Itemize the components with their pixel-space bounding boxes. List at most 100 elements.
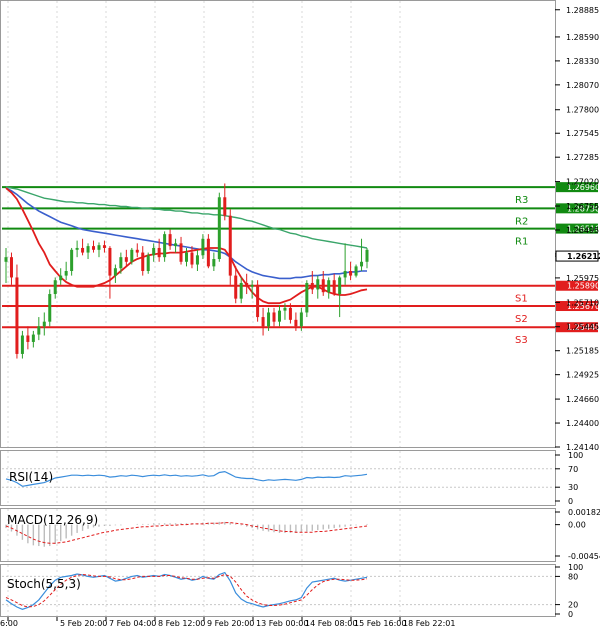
time-tick-label: 14 Feb 08:00: [305, 619, 357, 628]
candle-body: [354, 266, 358, 276]
candle-body: [321, 279, 325, 293]
candle-body: [288, 307, 292, 320]
candle-body: [70, 249, 74, 271]
candle-body: [37, 326, 41, 335]
rsi-tick-label: 30: [568, 483, 578, 492]
time-axis-layer: 6:00 5 Feb 20:00 7 Feb 04:00 8 Feb 12:00 9 F…: [0, 617, 455, 628]
candle-body: [157, 247, 161, 258]
price-tick-label: 1.24925: [566, 371, 599, 380]
candle-body: [360, 261, 364, 267]
rsi-layer: 100 70 30 0: [2, 451, 583, 506]
rsi-line: [5, 470, 368, 487]
candle-body: [15, 277, 19, 354]
level-price-label: 1.25890: [567, 282, 600, 291]
price-tick-label: 1.24660: [566, 395, 599, 404]
candle-body: [26, 335, 30, 342]
price-tick-label: 1.25710: [566, 298, 599, 307]
candle-body: [277, 310, 281, 322]
time-tick-label: 8 Feb 12:00: [158, 619, 205, 628]
candle-body: [365, 249, 369, 262]
price-tick-label: 1.28590: [566, 33, 599, 42]
level-price-box: [556, 203, 598, 214]
level-name-s2: S2: [515, 314, 528, 325]
candle-body: [48, 294, 52, 322]
time-tick-label: 13 Feb 00:00: [256, 619, 308, 628]
candle-body: [75, 247, 79, 250]
level-price-label: 1.26510: [567, 225, 600, 234]
candle-body: [338, 277, 342, 295]
candle-body: [9, 257, 13, 278]
price-tick-label: 1.25975: [566, 274, 599, 283]
candle-body: [343, 270, 347, 278]
price-panel-frame: [0, 0, 556, 448]
level-price-label: 1.25670: [567, 302, 600, 311]
candle-body: [108, 247, 112, 276]
candle-body: [223, 197, 227, 216]
price-tick-label: 1.27285: [566, 153, 599, 162]
macd-panel-frame: [0, 508, 556, 562]
level-price-box: [556, 182, 598, 193]
candle-body: [179, 243, 183, 262]
macd-layer: 0.001829 0.00 -0.004542: [5, 508, 600, 561]
candle-body: [239, 282, 243, 299]
candle-body: [119, 257, 123, 269]
candle-body: [102, 245, 106, 248]
time-tick-label: 7 Feb 04:00: [109, 619, 156, 628]
stoch-d-line: [5, 573, 368, 608]
price-tick-label: 1.26495: [566, 226, 599, 235]
stoch-k-line: [5, 571, 368, 610]
candle-body: [113, 268, 117, 276]
candle-body: [190, 252, 194, 265]
candle-body: [168, 234, 172, 247]
level-name-r3: R3: [515, 195, 528, 206]
candle-body: [267, 312, 271, 327]
price-tick-label: 1.28330: [566, 57, 599, 66]
stoch-tick-label: 20: [568, 601, 578, 610]
candle-body: [124, 257, 128, 262]
candle-body: [163, 234, 167, 258]
candle-body: [299, 312, 303, 327]
macd-tick-label: 0.001829: [568, 508, 600, 517]
candle-body: [272, 312, 276, 322]
price-tick-label: 1.24400: [566, 419, 599, 428]
level-name-s3: S3: [515, 335, 528, 346]
level-price-box: [556, 322, 598, 333]
candle-body: [146, 255, 150, 271]
candle-body: [316, 279, 320, 290]
rsi-tick-label: 100: [568, 451, 583, 460]
candle-body: [86, 246, 90, 253]
price-tick-label: 1.26755: [566, 202, 599, 211]
price-tick-label: 1.27545: [566, 129, 599, 138]
ma-slow-line: [5, 187, 367, 280]
level-price-label: 1.26960: [567, 183, 600, 192]
candle-body: [20, 335, 24, 354]
level-price-label: 1.25440: [567, 323, 600, 332]
candle-body: [212, 259, 216, 267]
candle-body: [81, 247, 85, 253]
candle-body: [283, 307, 287, 311]
time-tick-label: 15 Feb 16:00: [354, 619, 406, 628]
candle-body: [174, 243, 178, 247]
candle-body: [250, 284, 254, 287]
price-tick-label: 1.28070: [566, 81, 599, 90]
stoch-label: Stoch(5,5,3): [7, 577, 81, 591]
candle-body: [245, 282, 249, 287]
level-price-box: [556, 301, 598, 312]
macd-tick-label: -0.004542: [568, 552, 600, 561]
candles-layer: [4, 183, 369, 359]
candle-body: [305, 282, 309, 313]
candle-body: [310, 282, 314, 290]
candle-body: [256, 284, 260, 318]
level-price-label: 1.26730: [567, 204, 600, 213]
candle-body: [349, 270, 353, 276]
macd-signal-line: [5, 522, 368, 544]
grid-layer: [7, 1, 401, 616]
price-tick-label: 1.24140: [566, 443, 599, 452]
stoch-panel-frame: [0, 564, 556, 617]
level-name-r1: R1: [515, 237, 528, 248]
candle-body: [201, 238, 205, 256]
rsi-tick-label: 0: [568, 497, 573, 506]
time-tick-label: 5 Feb 20:00: [60, 619, 107, 628]
macd-tick-label: 0.00: [568, 521, 586, 530]
